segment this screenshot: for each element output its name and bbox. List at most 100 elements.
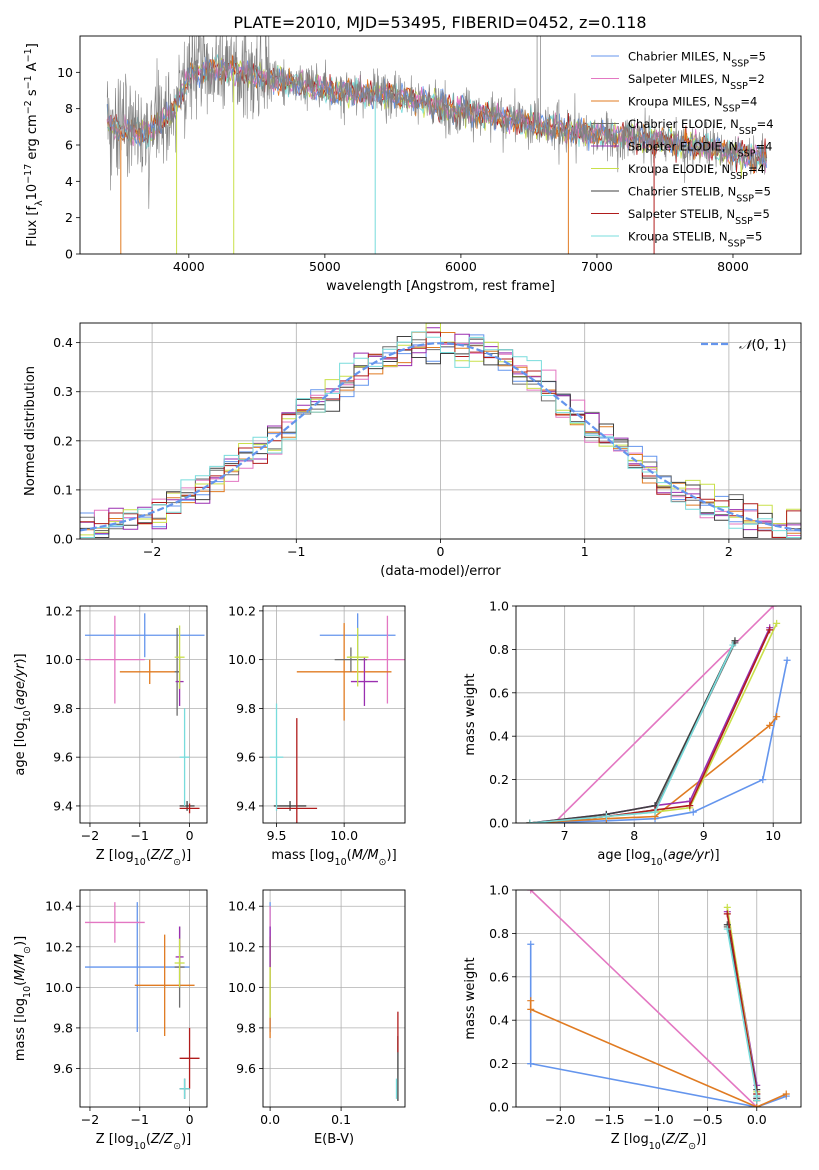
panel-massweight-vs-Z: −2.0 −1.5 −1.0 −0.5 0.0 0.0 0.2 0.4 0.6 0.8 1.0 Z […	[463, 883, 802, 1152]
y-tick-label: 0	[65, 247, 73, 262]
plot-area	[80, 323, 801, 538]
legend-label: Salpeter MILES, NSSP=2	[628, 72, 765, 92]
y-tick-label: 0.8	[489, 926, 509, 941]
x-tick-label: 0	[437, 544, 445, 559]
x-tick-label: −2	[143, 544, 161, 559]
histogram-kroupa_stelib	[80, 331, 801, 538]
series-marker	[527, 1060, 535, 1068]
x-tick-label: 5000	[309, 259, 341, 274]
x-tick-label: 10	[765, 828, 781, 843]
plot-area	[84, 613, 205, 814]
axes-frame	[79, 605, 208, 824]
x-tick-label: 8000	[717, 259, 749, 274]
y-tick-label: 10.2	[45, 939, 73, 954]
series-line-kroupa_elodie	[529, 623, 778, 823]
x-tick-label: 0.0	[260, 1112, 280, 1127]
y-axis-label: mass weight	[463, 673, 478, 755]
y-tick-label: 9.6	[236, 1061, 256, 1076]
x-axis-label: Z [log10(Z/Z⊙)]	[611, 1132, 706, 1152]
x-tick-label: −1	[131, 828, 149, 843]
y-tick-label: 2	[65, 210, 73, 225]
y-tick-label: 4	[65, 174, 73, 189]
histogram-chabrier_stelib	[80, 336, 801, 538]
series-line-chabrier_stelib	[529, 640, 736, 823]
series-line-kroupa_miles	[529, 716, 778, 823]
y-tick-label: 1.0	[489, 599, 509, 614]
series-line-salpeter_miles	[530, 890, 758, 1107]
x-axis-label: (data-model)/error	[380, 564, 501, 579]
panel-massweight-vs-age: 7 8 9 10 0.0 0.2 0.4 0.6 0.8 1.0 age [log10(age/yr…	[463, 599, 802, 868]
axes-frame	[262, 605, 406, 824]
y-tick-label: 0.1	[53, 482, 73, 497]
series-marker	[731, 637, 739, 645]
x-tick-label: 0	[186, 828, 194, 843]
plot-area	[526, 606, 791, 823]
y-axis-label: mass [log10(M/M⊙)]	[13, 936, 33, 1061]
y-axis-label: age [log10(age/yr)]	[13, 653, 33, 775]
y-tick-label: 0.2	[489, 772, 509, 787]
x-tick-label: −2	[81, 828, 99, 843]
x-tick-label: 7000	[581, 259, 613, 274]
plot-area	[269, 613, 405, 823]
y-tick-label: 0.4	[489, 729, 509, 744]
legend-label: Kroupa STELIB, NSSP=5	[628, 230, 762, 250]
series-marker	[526, 819, 534, 823]
plot-area	[106, 36, 768, 254]
series-marker	[527, 1005, 535, 1013]
x-tick-label: 6000	[445, 259, 477, 274]
legend-label: Chabrier MILES, NSSP=5	[628, 50, 766, 70]
y-tick-label: 9.4	[236, 798, 256, 813]
series-marker	[686, 802, 694, 810]
legend-label: 𝒩(0, 1)	[739, 338, 786, 353]
y-tick-label: 10.0	[228, 652, 256, 667]
panel-spectrum: 4000 5000 6000 7000 8000 0 2 4 6 8 10 Chabrier MILE…	[23, 35, 802, 294]
x-axis-label: Z [log10(Z/Z⊙)]	[96, 1132, 191, 1152]
series-marker	[766, 626, 774, 634]
x-tick-label: 1	[581, 544, 589, 559]
y-tick-label: 10.2	[45, 603, 73, 618]
series-marker	[723, 925, 731, 933]
y-tick-label: 9.8	[236, 701, 256, 716]
gaussian-curve	[80, 342, 801, 532]
series-marker	[782, 1090, 790, 1098]
plot-area	[527, 890, 790, 1107]
y-tick-label: 1.0	[489, 883, 509, 898]
x-axis-label: Z [log10(Z/Z⊙)]	[96, 848, 191, 868]
panel-age-vs-Z: −2 −1 0 9.4 9.6 9.8 10.0 10.2 Z [log10(Z/Z⊙)] age…	[13, 603, 208, 868]
y-tick-label: 10	[57, 65, 73, 80]
y-tick-label: 10.2	[228, 939, 256, 954]
y-tick-label: 0.6	[489, 685, 509, 700]
series-marker	[773, 619, 781, 627]
y-tick-label: 0.2	[53, 433, 73, 448]
y-tick-label: 0.4	[53, 335, 73, 350]
series-marker	[753, 1096, 761, 1104]
figure-title: PLATE=2010, MJD=53495, FIBERID=0452, z=0…	[233, 13, 646, 32]
x-tick-label: 0.1	[331, 1112, 351, 1127]
x-tick-label: 7	[561, 828, 569, 843]
y-tick-label: 10.4	[228, 899, 256, 914]
x-axis-label: mass [log10(M/M⊙)]	[271, 848, 396, 868]
x-tick-label: 9.5	[267, 828, 287, 843]
series-marker	[723, 910, 731, 918]
observed-spectrum	[106, 36, 767, 209]
series-line-salpeter_miles	[553, 606, 774, 823]
y-tick-label: 9.8	[236, 1020, 256, 1035]
panel-age-vs-mass: 9.5 10.0 9.4 9.6 9.8 10.0 10.2 mass [log10(M/M⊙…	[228, 603, 406, 868]
y-tick-label: 0.0	[489, 816, 509, 831]
x-tick-label: −2	[81, 1112, 99, 1127]
x-tick-label: 0.0	[747, 1112, 767, 1127]
x-tick-label: −0.5	[692, 1112, 722, 1127]
y-tick-label: 9.8	[53, 1020, 73, 1035]
x-axis-label: E(B-V)	[314, 1132, 354, 1147]
x-tick-label: 9	[700, 828, 708, 843]
legend-label: Chabrier ELODIE, NSSP=4	[628, 117, 774, 137]
y-tick-label: 10.0	[45, 652, 73, 667]
x-tick-label: 8	[630, 828, 638, 843]
y-tick-label: 6	[65, 138, 73, 153]
plot-area	[269, 902, 399, 1101]
x-tick-label: 2	[725, 544, 733, 559]
series-marker	[783, 656, 791, 664]
series-line-kroupa_stelib	[726, 928, 758, 1101]
x-axis-label: age [log10(age/yr)]	[597, 848, 719, 868]
